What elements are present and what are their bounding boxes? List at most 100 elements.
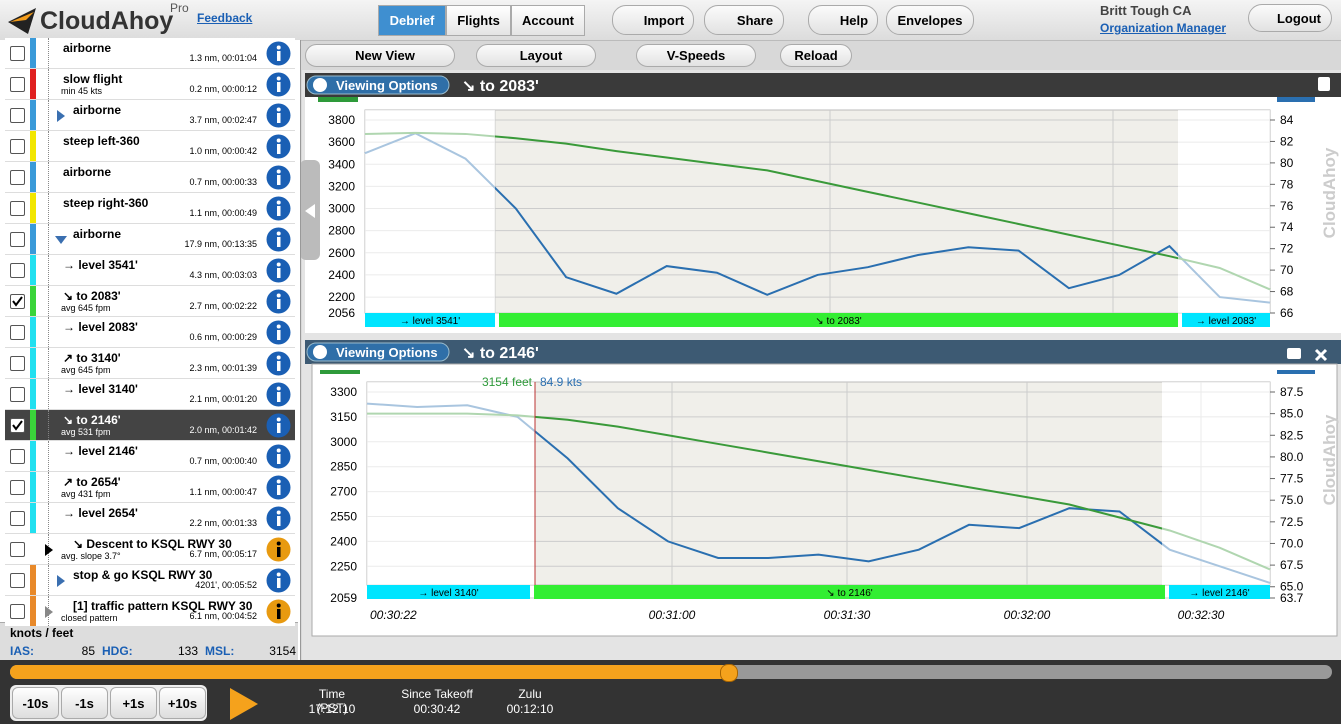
list-row[interactable]: ↗ to 2654' avg 431 fpm 1.1 nm, 00:00:47 [5, 472, 295, 503]
feedback-link[interactable]: Feedback [197, 11, 253, 25]
info-button[interactable] [266, 599, 291, 624]
color-bar [30, 534, 36, 564]
checkbox[interactable] [10, 604, 25, 619]
list-row[interactable]: ↘ to 2146' avg 531 fpm 2.0 nm, 00:01:42 [5, 410, 295, 441]
info-button[interactable] [266, 196, 291, 221]
plot-bg [535, 382, 1162, 585]
list-row[interactable]: → level 2654' 2.2 nm, 00:01:33 [5, 503, 295, 534]
list-row[interactable]: airborne 1.3 nm, 00:01:04 [5, 38, 295, 69]
list-row[interactable]: steep left-360 1.0 nm, 00:00:42 [5, 131, 295, 162]
info-button[interactable] [266, 289, 291, 314]
checkbox[interactable] [10, 542, 25, 557]
header-button[interactable]: Envelopes [886, 5, 974, 35]
unlock-icon[interactable] [1287, 348, 1301, 359]
info-button[interactable] [266, 320, 291, 345]
y2-tick-label: 82 [1280, 134, 1294, 148]
clock-value: 00:12:10 [506, 702, 554, 716]
cursor-speed: 84.9 kts [540, 375, 582, 389]
expander[interactable] [43, 543, 55, 556]
color-bar [30, 69, 36, 99]
checkbox[interactable] [10, 480, 25, 495]
checkbox[interactable] [10, 511, 25, 526]
slider-knob[interactable] [720, 664, 738, 682]
tab[interactable]: Debrief [378, 5, 446, 36]
y-tick-label: 3000 [328, 202, 355, 216]
checkbox[interactable] [10, 77, 25, 92]
options-icon [313, 78, 327, 92]
step-button[interactable]: +1s [110, 687, 157, 719]
list-row[interactable]: → level 2146' 0.7 nm, 00:00:40 [5, 441, 295, 472]
info-button[interactable] [266, 351, 291, 376]
info-button[interactable] [266, 413, 291, 438]
checkbox[interactable] [10, 573, 25, 588]
list-row[interactable]: → level 3541' 4.3 nm, 00:03:03 [5, 255, 295, 286]
checkbox[interactable] [10, 170, 25, 185]
list-row[interactable]: slow flight min 45 kts 0.2 nm, 00:00:12 [5, 69, 295, 100]
list-row[interactable]: airborne 0.7 nm, 00:00:33 [5, 162, 295, 193]
play-button[interactable] [228, 686, 260, 722]
tab[interactable]: Account [511, 5, 585, 36]
info-button[interactable] [266, 41, 291, 66]
checkbox[interactable] [10, 418, 25, 433]
expander[interactable] [55, 233, 67, 245]
logout-button[interactable]: Logout [1248, 4, 1332, 32]
viewing-options-button[interactable] [306, 75, 450, 95]
toolbar-button[interactable]: V-Speeds [636, 44, 756, 67]
toolbar-button[interactable]: Reload [780, 44, 852, 67]
list-row[interactable]: ↗ to 3140' avg 645 fpm 2.3 nm, 00:01:39 [5, 348, 295, 379]
list-row[interactable]: airborne 17.9 nm, 00:13:35 [5, 224, 295, 255]
info-button[interactable] [266, 258, 291, 283]
list-row[interactable]: stop & go KSQL RWY 30 4201', 00:05:52 [5, 565, 295, 596]
segment-stats: 17.9 nm, 00:13:35 [184, 239, 257, 249]
info-button[interactable] [266, 103, 291, 128]
info-button[interactable] [266, 537, 291, 562]
tree-line [48, 286, 49, 316]
checkbox[interactable] [10, 46, 25, 61]
list-row[interactable]: airborne 3.7 nm, 00:02:47 [5, 100, 295, 131]
list-row[interactable]: → level 3140' 2.1 nm, 00:01:20 [5, 379, 295, 410]
header-button[interactable]: Share [704, 5, 784, 35]
list-row[interactable]: → level 2083' 0.6 nm, 00:00:29 [5, 317, 295, 348]
y2-tick-label: 80.0 [1280, 450, 1304, 464]
header-button[interactable]: Import [612, 5, 694, 35]
toolbar-button[interactable]: Layout [476, 44, 596, 67]
checkbox[interactable] [10, 201, 25, 216]
info-button[interactable] [266, 568, 291, 593]
info-button[interactable] [266, 475, 291, 500]
info-button[interactable] [266, 506, 291, 531]
list-row[interactable]: [1] traffic pattern KSQL RWY 30 closed pa… [5, 596, 295, 627]
list-row[interactable]: steep right-360 1.1 nm, 00:00:49 [5, 193, 295, 224]
lock-icon[interactable] [1318, 77, 1330, 91]
expander[interactable] [43, 605, 55, 618]
expander[interactable] [55, 574, 67, 587]
list-row[interactable]: ↘ Descent to KSQL RWY 30 avg. slope 3.7° 6… [5, 534, 295, 565]
checkbox[interactable] [10, 356, 25, 371]
checkbox[interactable] [10, 232, 25, 247]
checkbox[interactable] [10, 294, 25, 309]
step-button[interactable]: +10s [159, 687, 206, 719]
info-button[interactable] [266, 444, 291, 469]
step-button[interactable]: -1s [61, 687, 108, 719]
info-button[interactable] [266, 227, 291, 252]
list-row[interactable]: ↘ to 2083' avg 645 fpm 2.7 nm, 00:02:22 [5, 286, 295, 317]
info-button[interactable] [266, 72, 291, 97]
checkbox[interactable] [10, 108, 25, 123]
checkbox[interactable] [10, 449, 25, 464]
expander[interactable] [55, 109, 67, 122]
checkbox[interactable] [10, 325, 25, 340]
info-button[interactable] [266, 165, 291, 190]
checkbox[interactable] [10, 387, 25, 402]
info-button[interactable] [266, 382, 291, 407]
org-link[interactable]: Organization Manager [1100, 21, 1227, 35]
header-button[interactable]: Help [808, 5, 878, 35]
close-icon[interactable] [1314, 348, 1328, 362]
checkbox[interactable] [10, 139, 25, 154]
viewing-options-button[interactable] [306, 342, 450, 362]
tab[interactable]: Flights [446, 5, 511, 36]
checkbox[interactable] [10, 263, 25, 278]
toolbar-button[interactable]: New View [305, 44, 455, 67]
step-button[interactable]: -10s [12, 687, 59, 719]
info-button[interactable] [266, 134, 291, 159]
y2-tick-label: 75.0 [1280, 493, 1304, 507]
x-tick-label: 00:30:22 [370, 608, 417, 622]
